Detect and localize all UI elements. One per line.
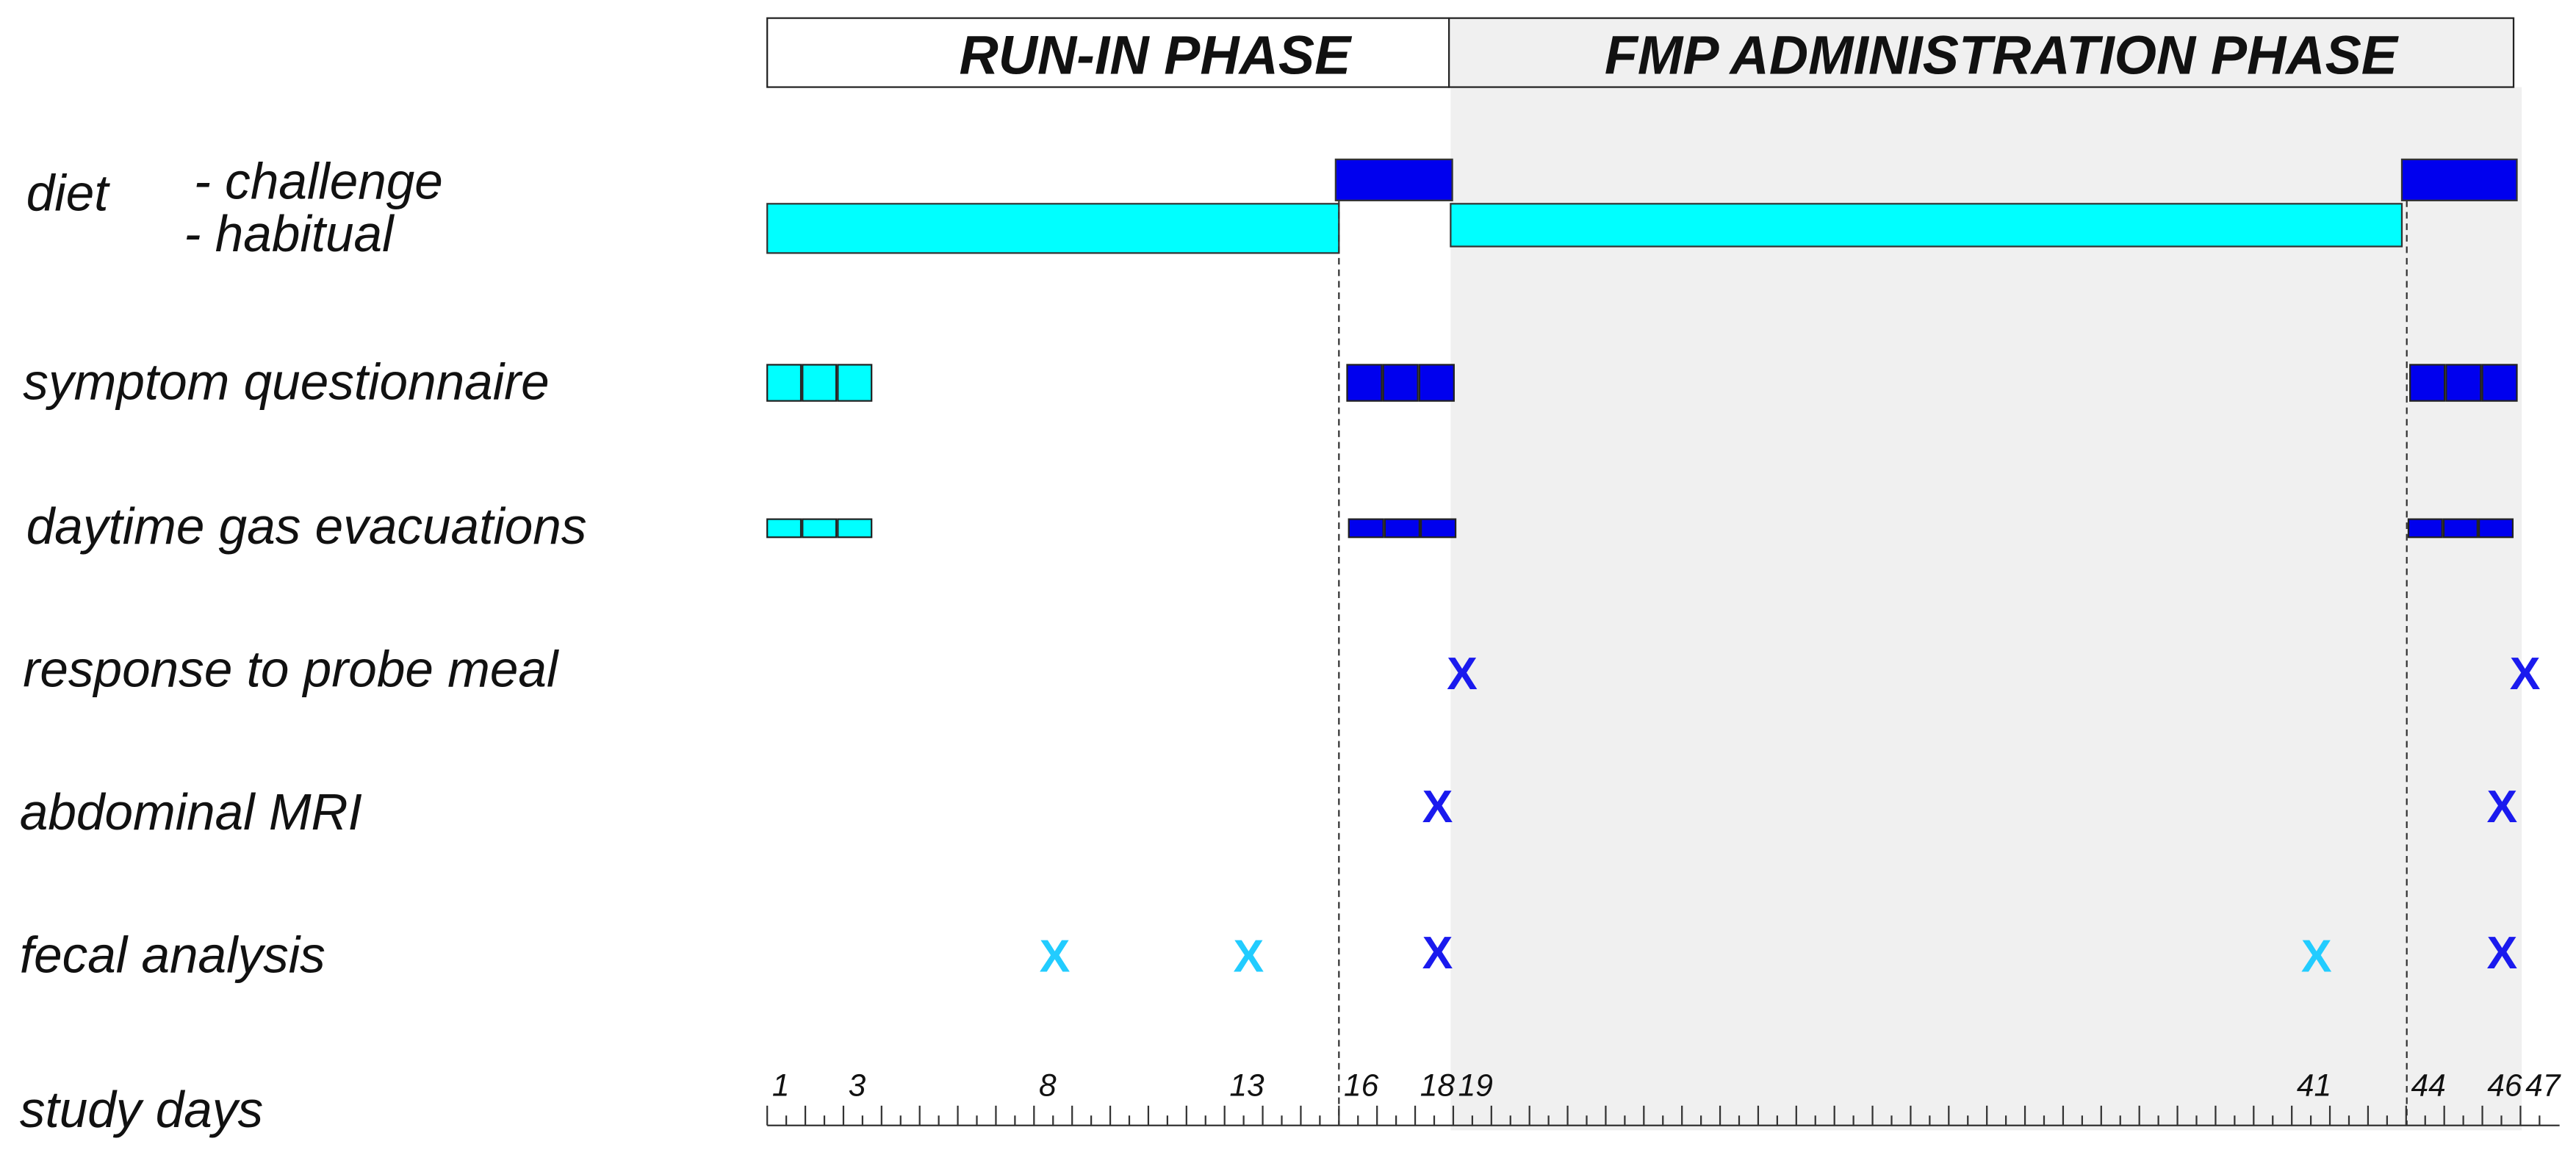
x-marker: X: [2510, 648, 2541, 699]
fmp-header: [1448, 17, 2515, 88]
gas-block: [1348, 518, 1384, 539]
symptom-block: [766, 364, 802, 402]
row-label: - challenge: [194, 153, 443, 210]
day-label: 44: [2411, 1068, 2446, 1103]
challenge-diet-bar: [1334, 158, 1453, 201]
habitual-diet-bar: [766, 203, 1340, 254]
day-label: 18: [1420, 1068, 1456, 1103]
x-marker: X: [2487, 927, 2518, 979]
row-label: diet: [26, 164, 110, 221]
gas-block: [1384, 518, 1420, 539]
row-label: symptom questionnaire: [23, 353, 549, 410]
habitual-diet-bar: [1450, 203, 2403, 248]
day-label: 47: [2525, 1068, 2561, 1103]
symptom-block: [2409, 364, 2446, 402]
row-label: fecal analysis: [20, 926, 325, 984]
run-in-header: [766, 17, 1450, 88]
fmp-phase-area: [1450, 87, 2522, 1131]
gas-block: [766, 518, 802, 539]
x-marker: X: [1422, 927, 1453, 979]
day-label: 3: [849, 1068, 866, 1103]
day-label: 8: [1039, 1068, 1057, 1103]
gas-block: [2442, 518, 2478, 539]
day-label: 1: [772, 1068, 790, 1103]
gas-block: [2478, 518, 2514, 539]
row-label: study days: [20, 1081, 263, 1138]
gas-block: [802, 518, 838, 539]
day-label: 19: [1458, 1068, 1493, 1103]
symptom-block: [837, 364, 873, 402]
x-marker: X: [2487, 781, 2518, 832]
gas-block: [837, 518, 873, 539]
symptom-block: [1382, 364, 1419, 402]
phase-title: RUN-IN PHASE: [959, 25, 1353, 86]
challenge-diet-bar: [2400, 158, 2518, 201]
row-label: - habitual: [184, 205, 395, 262]
x-marker: X: [2301, 930, 2332, 982]
x-marker: X: [1447, 648, 1478, 699]
day-label: 16: [1344, 1068, 1379, 1103]
phase-title: FMP ADMINISTRATION PHASE: [1605, 25, 2400, 86]
symptom-block: [2445, 364, 2482, 402]
gas-block: [2407, 518, 2443, 539]
day-label: 41: [2297, 1068, 2331, 1103]
symptom-block: [1418, 364, 1455, 402]
gas-block: [1420, 518, 1457, 539]
symptom-block: [1346, 364, 1383, 402]
x-marker: X: [1422, 781, 1453, 832]
row-label: daytime gas evacuations: [26, 497, 587, 555]
day-label: 13: [1229, 1068, 1264, 1103]
row-label: response to probe meal: [23, 641, 559, 698]
x-marker: X: [1040, 930, 1071, 982]
x-marker: X: [1233, 930, 1264, 982]
symptom-block: [802, 364, 838, 402]
row-label: abdominal MRI: [20, 783, 362, 841]
day-label: 46: [2487, 1068, 2522, 1103]
symptom-block: [2481, 364, 2518, 402]
